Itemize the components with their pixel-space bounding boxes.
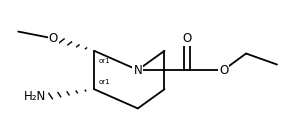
- Text: H₂N: H₂N: [24, 90, 46, 103]
- Text: O: O: [219, 64, 228, 76]
- Text: N: N: [133, 64, 142, 76]
- Text: O: O: [182, 32, 192, 45]
- Text: or1: or1: [99, 58, 110, 64]
- Text: O: O: [49, 32, 58, 45]
- Text: or1: or1: [99, 79, 110, 85]
